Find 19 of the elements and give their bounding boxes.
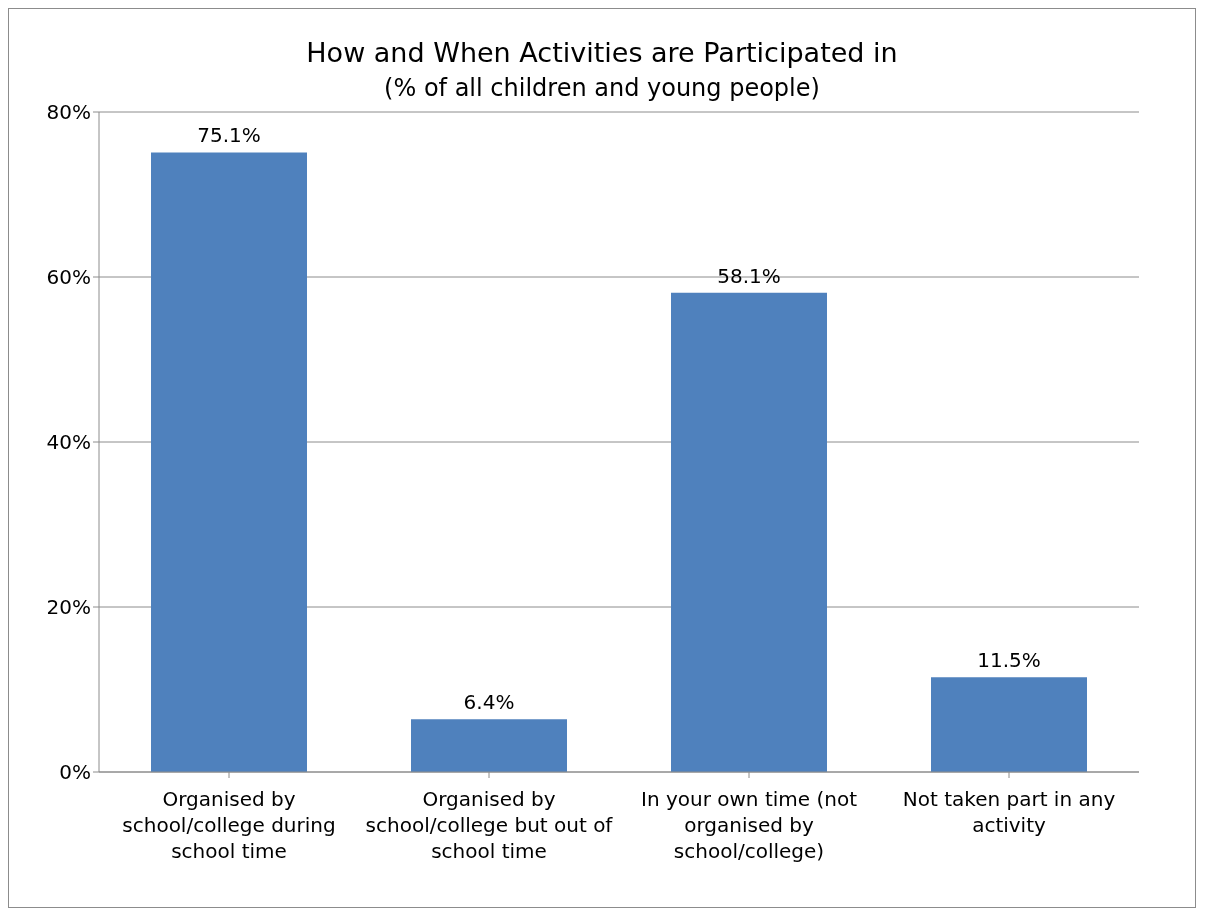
x-tick-label: Organised by school/college during school time <box>122 787 336 863</box>
y-tick-label: 80% <box>46 100 91 125</box>
y-tick-label: 20% <box>46 595 91 620</box>
x-tick-label: In your own time (not organised by school/college) <box>641 787 858 863</box>
x-tick-label: Not taken part in any activity <box>902 787 1116 837</box>
chart-subtitle: (% of all children and young people) <box>383 74 821 102</box>
bar <box>671 292 827 772</box>
data-label: 75.1% <box>197 123 261 148</box>
y-tick-label: 40% <box>46 430 91 455</box>
bar <box>151 152 307 772</box>
y-tick-label: 0% <box>59 760 91 785</box>
bar <box>411 719 567 772</box>
x-tick-label: Organised by school/college but out of school time <box>365 787 614 863</box>
bar <box>931 677 1087 772</box>
data-label: 11.5% <box>977 648 1041 673</box>
data-label: 6.4% <box>463 690 515 715</box>
chart-title: How and When Activities are Participated in <box>305 37 899 68</box>
data-label: 58.1% <box>717 263 781 288</box>
y-tick-label: 60% <box>46 265 91 290</box>
